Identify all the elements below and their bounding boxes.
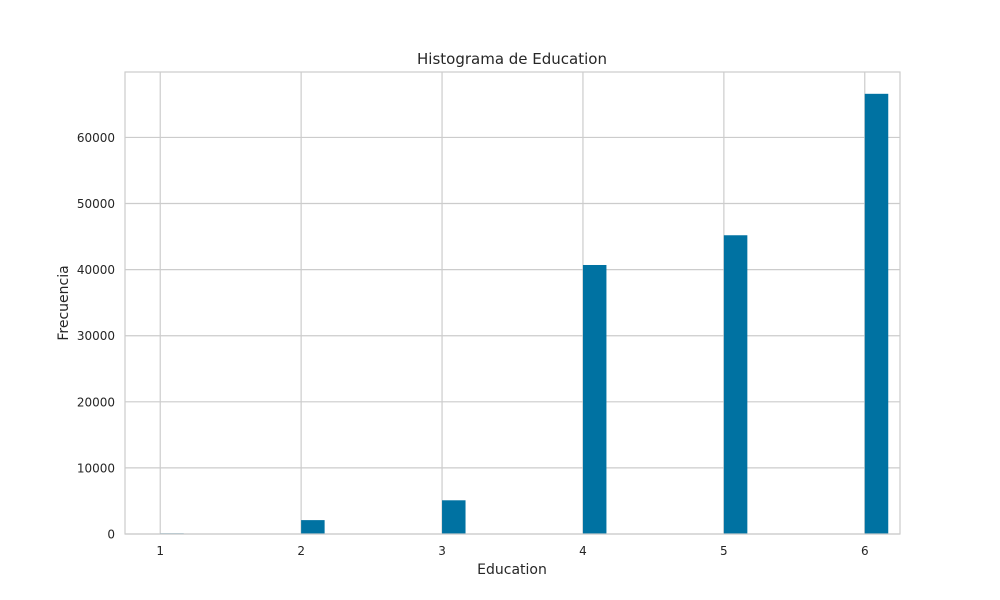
- plot-frame: [124, 71, 901, 535]
- y-tick-label: 30000: [77, 329, 115, 343]
- x-tick-label: 1: [156, 544, 164, 558]
- y-tick-labels: 0 10000 20000 30000 40000 50000 60000: [77, 131, 115, 542]
- x-tick-label: 2: [297, 544, 305, 558]
- y-tick-label: 50000: [77, 197, 115, 211]
- histogram-bar: [301, 520, 325, 534]
- x-axis-label: Education: [477, 562, 547, 578]
- x-tick-label: 4: [579, 544, 587, 558]
- histogram-bar: [442, 500, 466, 534]
- y-tick-label: 60000: [77, 131, 115, 145]
- y-tick-label: 10000: [77, 461, 115, 475]
- grid-lines: [125, 72, 900, 535]
- chart-title: Histograma de Education: [417, 50, 607, 68]
- y-tick-label: 40000: [77, 263, 115, 277]
- histogram-bar: [864, 93, 889, 534]
- y-tick-label: 0: [107, 528, 115, 542]
- bars: [160, 93, 889, 534]
- x-tick-labels: 1 2 3 4 5 6: [156, 544, 868, 558]
- x-tick-label: 3: [438, 544, 446, 558]
- y-tick-label: 20000: [77, 395, 115, 409]
- x-tick-label: 6: [861, 544, 869, 558]
- y-axis-label: Frecuencia: [56, 265, 72, 340]
- x-tick-label: 5: [720, 544, 728, 558]
- histogram-bar: [723, 235, 748, 534]
- histogram-bar: [582, 264, 607, 534]
